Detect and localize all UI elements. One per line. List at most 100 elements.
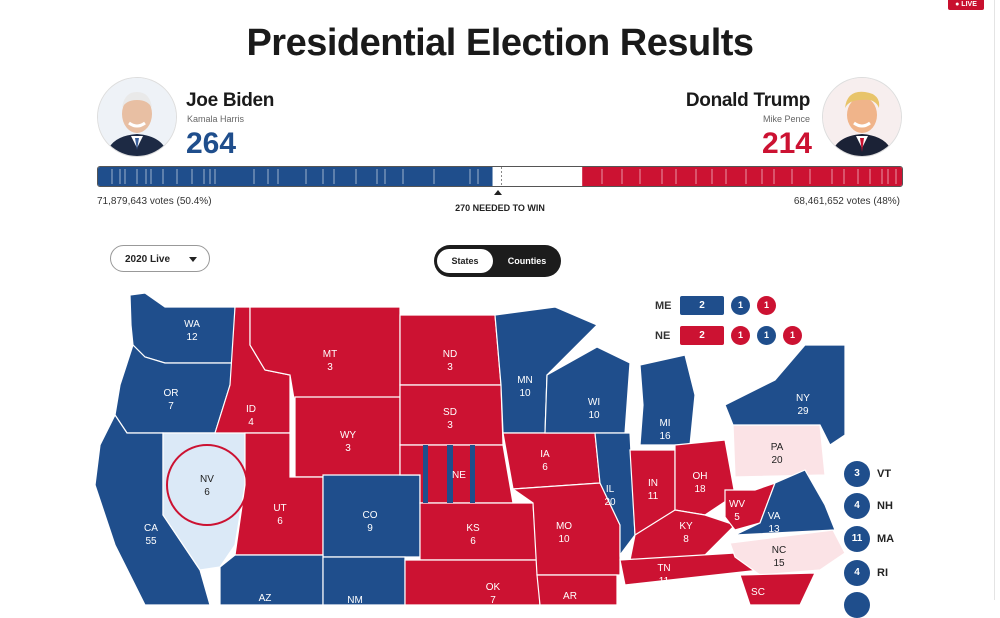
label-KS: KS	[466, 523, 480, 534]
label-WA: WA	[184, 319, 200, 330]
label-OR-ev: 7	[168, 401, 174, 412]
small-state-ma-label: MA	[877, 533, 895, 545]
label-IA: IA	[540, 449, 550, 460]
label-MO-ev: 10	[558, 534, 570, 545]
small-state-vt-circle[interactable]: 3	[844, 461, 870, 487]
me-district-1[interactable]: 1	[731, 296, 750, 315]
small-state-ct-circle[interactable]	[844, 592, 870, 618]
label-IA-ev: 6	[542, 462, 548, 473]
left-running-mate: Kamala Harris	[187, 114, 245, 124]
state-NM[interactable]	[322, 556, 406, 606]
needed-to-win-label: 270 NEEDED TO WIN	[455, 203, 545, 213]
label-NC-ev: 15	[773, 558, 785, 569]
electoral-progress-graphic	[98, 167, 902, 186]
ne-district-2[interactable]: 1	[757, 326, 776, 345]
label-VA-ev: 13	[768, 524, 780, 535]
year-select-value: 2020 Live	[125, 254, 171, 265]
state-IL[interactable]	[594, 432, 636, 557]
small-state-ri-circle[interactable]: 4	[844, 560, 870, 586]
state-OH[interactable]	[674, 439, 736, 516]
label-KY-ev: 8	[683, 534, 689, 545]
left-candidate-name: Joe Biden	[186, 90, 275, 111]
state-AR[interactable]	[536, 574, 618, 606]
map-level-toggle[interactable]: States Counties	[434, 245, 561, 277]
label-WY-ev: 3	[345, 443, 351, 454]
state-IA[interactable]	[502, 432, 601, 490]
live-badge: ● LIVE	[948, 0, 984, 10]
label-SD-ev: 3	[447, 420, 453, 431]
label-MT: MT	[323, 349, 337, 360]
ne-district-3[interactable]: 1	[783, 326, 802, 345]
state-WI[interactable]	[544, 346, 631, 434]
label-OR: OR	[164, 388, 179, 399]
label-UT-ev: 6	[277, 516, 283, 527]
right-electoral-votes: 214	[761, 127, 812, 160]
bar-dem-segment	[98, 167, 493, 186]
label-IL: IL	[606, 484, 615, 495]
us-map: WA 12 OR 7 CA 55 NV 6 ID 4 MT 3 WY 3 UT …	[85, 285, 896, 610]
label-IN-ev: 11	[648, 491, 659, 502]
label-WY: WY	[340, 430, 356, 441]
split-label-me: ME	[655, 300, 672, 312]
label-OH-ev: 18	[694, 484, 706, 495]
label-MT-ev: 3	[327, 362, 333, 373]
left-popular-votes: 71,879,643 votes (50.4%)	[97, 196, 212, 207]
label-SC: SC	[751, 587, 765, 598]
label-NV: NV	[200, 474, 214, 485]
label-ND-ev: 3	[447, 362, 453, 373]
label-MO: MO	[556, 521, 572, 532]
me-district-2[interactable]: 1	[757, 296, 776, 315]
toggle-counties[interactable]: Counties	[507, 256, 547, 266]
chevron-down-icon	[189, 257, 197, 262]
label-TN-ev: 11	[659, 576, 670, 587]
label-NE: NE	[452, 470, 466, 481]
state-OK[interactable]	[404, 559, 541, 606]
label-NY-ev: 29	[797, 406, 809, 417]
label-AR: AR	[563, 591, 577, 602]
label-SD: SD	[443, 407, 457, 418]
label-MI-ev: 16	[659, 431, 671, 442]
bar-rep-segment	[582, 167, 902, 186]
ne-statewide-box[interactable]: 2	[680, 326, 724, 345]
state-labels: WA 12 OR 7 CA 55 NV 6 ID 4 MT 3 WY 3 UT …	[144, 319, 876, 606]
right-running-mate: Mike Pence	[762, 114, 810, 124]
label-PA-ev: 20	[771, 455, 783, 466]
label-CA-ev: 55	[145, 536, 157, 547]
right-popular-votes: 68,461,652 votes (48%)	[793, 196, 900, 207]
scrollbar-track[interactable]	[994, 0, 995, 600]
ne-district-strip	[423, 445, 428, 503]
small-state-ri-label: RI	[877, 567, 888, 579]
label-WI: WI	[588, 397, 600, 408]
label-PA: PA	[771, 442, 784, 453]
label-ND: ND	[443, 349, 457, 360]
label-WV: WV	[729, 499, 745, 510]
state-WA[interactable]	[129, 292, 236, 364]
state-AZ[interactable]	[219, 554, 324, 606]
label-MN-ev: 10	[519, 388, 531, 399]
label-TN: TN	[657, 563, 670, 574]
label-ID-ev: 4	[248, 417, 254, 428]
label-ID: ID	[246, 404, 256, 415]
right-candidate-name: Donald Trump	[685, 90, 810, 111]
label-CA: CA	[144, 523, 158, 534]
trump-portrait-icon	[822, 77, 902, 157]
toggle-states[interactable]: States	[437, 249, 493, 273]
label-OK: OK	[486, 582, 501, 593]
biden-portrait-icon	[97, 77, 177, 157]
label-MN: MN	[517, 375, 533, 386]
state-VA[interactable]	[734, 469, 836, 536]
label-MI: MI	[659, 418, 670, 429]
me-statewide-box[interactable]: 2	[680, 296, 724, 315]
label-KS-ev: 6	[470, 536, 476, 547]
label-IL-ev: 20	[604, 497, 616, 508]
threshold-marker-icon	[494, 190, 502, 195]
year-select[interactable]: 2020 Live	[110, 245, 210, 272]
state-NC[interactable]	[729, 529, 846, 576]
small-state-nh-label: NH	[877, 500, 893, 512]
label-CO: CO	[363, 510, 378, 521]
ne-district-1[interactable]: 1	[731, 326, 750, 345]
small-state-ma-circle[interactable]: 11	[844, 526, 870, 552]
small-state-nh-circle[interactable]: 4	[844, 493, 870, 519]
label-NC: NC	[772, 545, 786, 556]
label-NY: NY	[796, 393, 810, 404]
